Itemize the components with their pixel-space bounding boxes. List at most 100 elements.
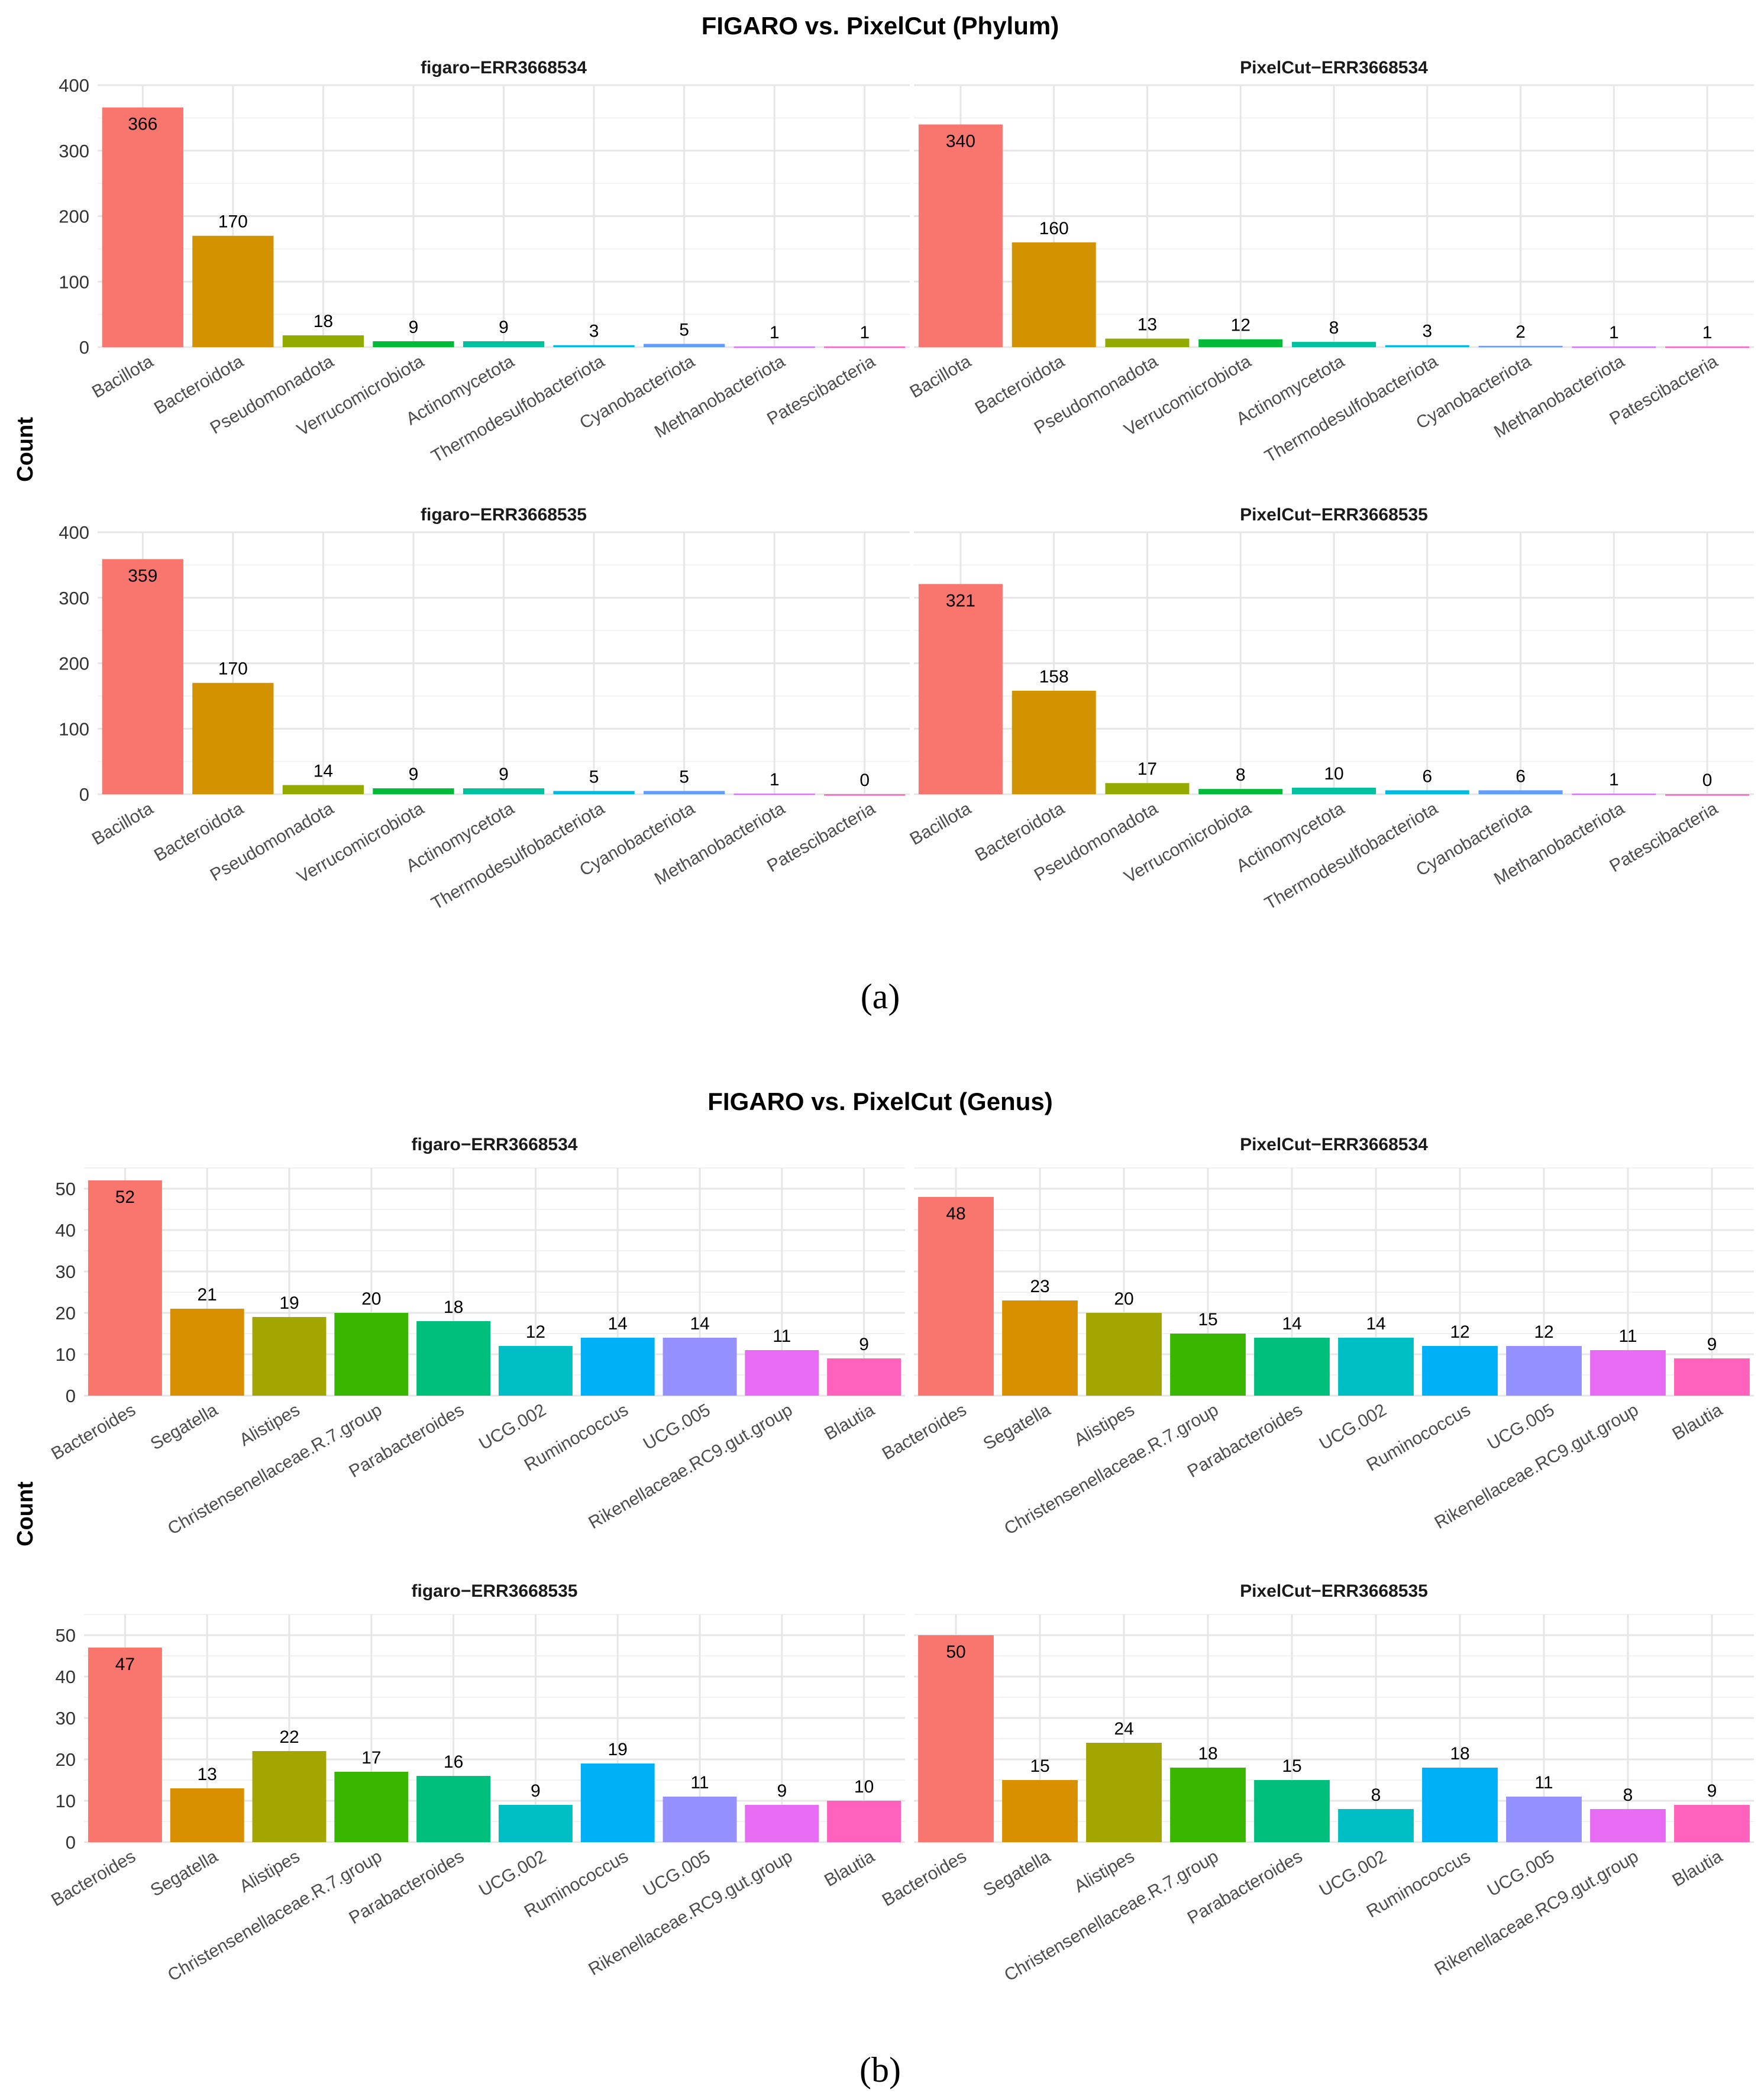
bar-actinomycetota	[463, 788, 545, 794]
bar-blautia	[827, 1358, 901, 1396]
value-label: 14	[690, 1314, 709, 1334]
value-label: 11	[773, 1326, 791, 1346]
value-label: 3	[1422, 322, 1432, 341]
bar-thermodesulfobacteriota	[1385, 345, 1469, 347]
bar-patescibacteria	[1665, 794, 1750, 796]
panel-title: figaro−ERR3668534	[412, 1135, 578, 1154]
value-label: 9	[531, 1781, 541, 1801]
value-label: 366	[128, 115, 157, 134]
bar-cyanobacteriota	[1478, 790, 1563, 794]
bar-pseudomonadota	[282, 335, 364, 347]
y-tick-label: 20	[56, 1303, 76, 1324]
bar-segatella	[170, 1788, 244, 1842]
value-label: 11	[1534, 1773, 1553, 1792]
bar-rikenellaceae-rc9-gut-group	[1590, 1350, 1666, 1396]
value-label: 17	[361, 1748, 381, 1768]
value-label: 14	[608, 1314, 628, 1334]
bar-ucg-005	[1506, 1797, 1582, 1842]
value-label: 9	[859, 1335, 869, 1354]
value-label: 8	[1329, 318, 1339, 338]
figure-b-y-axis-label: Count	[13, 1481, 38, 1546]
value-label: 12	[526, 1322, 545, 1342]
value-label: 9	[1707, 1335, 1717, 1354]
y-tick-label: 100	[59, 719, 89, 739]
value-label: 0	[860, 771, 870, 790]
value-label: 17	[1138, 759, 1157, 779]
bar-bacteroidota	[1012, 242, 1096, 347]
bar-actinomycetota	[463, 341, 545, 347]
bar-ucg-005	[663, 1797, 737, 1842]
value-label: 9	[1707, 1781, 1717, 1801]
y-tick-label: 10	[56, 1791, 76, 1811]
bar-pseudomonadota	[1105, 338, 1190, 347]
bar-bacteroidota	[192, 235, 274, 347]
bar-methanobacteriota	[1572, 793, 1656, 795]
figure-a-caption: (a)	[861, 977, 900, 1016]
bar-methanobacteriota	[734, 793, 815, 795]
value-label: 9	[499, 318, 509, 337]
bar-blautia	[1674, 1358, 1750, 1396]
value-label: 12	[1231, 316, 1251, 335]
bar-ucg-002	[498, 1805, 573, 1842]
figure-a-title: FIGARO vs. PixelCut (Phylum)	[702, 12, 1059, 40]
bar-bacteroides	[88, 1648, 162, 1842]
value-label: 16	[444, 1752, 463, 1772]
bar-bacillota	[918, 584, 1003, 794]
y-tick-label: 40	[56, 1220, 76, 1241]
value-label: 18	[314, 312, 333, 331]
y-tick-label: 200	[59, 206, 89, 227]
figure-b-title: FIGARO vs. PixelCut (Genus)	[707, 1088, 1052, 1115]
value-label: 19	[279, 1293, 299, 1313]
bar-christensenellaceae-r-7-group	[1170, 1334, 1246, 1396]
bar-christensenellaceae-r-7-group	[334, 1313, 409, 1396]
value-label: 13	[1138, 315, 1157, 335]
value-label: 11	[690, 1773, 709, 1792]
value-label: 1	[1609, 770, 1619, 789]
bar-bacteroides	[88, 1180, 162, 1396]
bar-thermodesulfobacteriota	[553, 345, 635, 347]
panel-title: figaro−ERR3668535	[421, 505, 587, 525]
bar-parabacteroides	[416, 1776, 491, 1842]
value-label: 20	[361, 1289, 381, 1309]
panel-title: PixelCut−ERR3668535	[1240, 505, 1428, 525]
value-label: 1	[770, 323, 780, 342]
y-tick-label: 0	[66, 1386, 76, 1406]
y-tick-label: 100	[59, 271, 89, 292]
value-label: 13	[198, 1765, 217, 1784]
value-label: 9	[409, 765, 419, 784]
bar-rikenellaceae-rc9-gut-group	[745, 1350, 819, 1396]
panel-title: PixelCut−ERR3668535	[1240, 1581, 1428, 1601]
value-label: 158	[1039, 667, 1069, 687]
bar-alistipes	[252, 1317, 327, 1396]
bar-patescibacteria	[824, 794, 906, 796]
bar-ucg-002	[1338, 1338, 1414, 1396]
y-tick-label: 30	[56, 1261, 76, 1282]
value-label: 19	[608, 1740, 628, 1759]
bar-ruminococcus	[580, 1764, 655, 1842]
y-tick-label: 200	[59, 653, 89, 674]
bar-verrucomicrobiota	[373, 788, 454, 794]
bar-bacteroidota	[192, 682, 274, 794]
bar-christensenellaceae-r-7-group	[1170, 1768, 1246, 1842]
bar-thermodesulfobacteriota	[553, 791, 635, 794]
figure-b-caption: (b)	[860, 2050, 901, 2089]
bar-alistipes	[1086, 1313, 1162, 1396]
figure-a-y-axis-label: Count	[13, 417, 38, 482]
value-label: 21	[198, 1285, 217, 1305]
value-label: 8	[1371, 1785, 1381, 1805]
value-label: 47	[115, 1655, 135, 1674]
value-label: 8	[1623, 1785, 1633, 1805]
value-label: 14	[1366, 1314, 1385, 1334]
value-label: 1	[770, 770, 780, 789]
value-label: 6	[1516, 766, 1526, 786]
bar-parabacteroides	[416, 1321, 491, 1396]
value-label: 24	[1114, 1719, 1133, 1739]
bar-rikenellaceae-rc9-gut-group	[745, 1805, 819, 1842]
bar-bacteroides	[918, 1197, 994, 1396]
value-label: 15	[1198, 1310, 1217, 1329]
bar-segatella	[1002, 1780, 1078, 1842]
value-label: 340	[946, 131, 975, 151]
value-label: 15	[1282, 1756, 1301, 1776]
